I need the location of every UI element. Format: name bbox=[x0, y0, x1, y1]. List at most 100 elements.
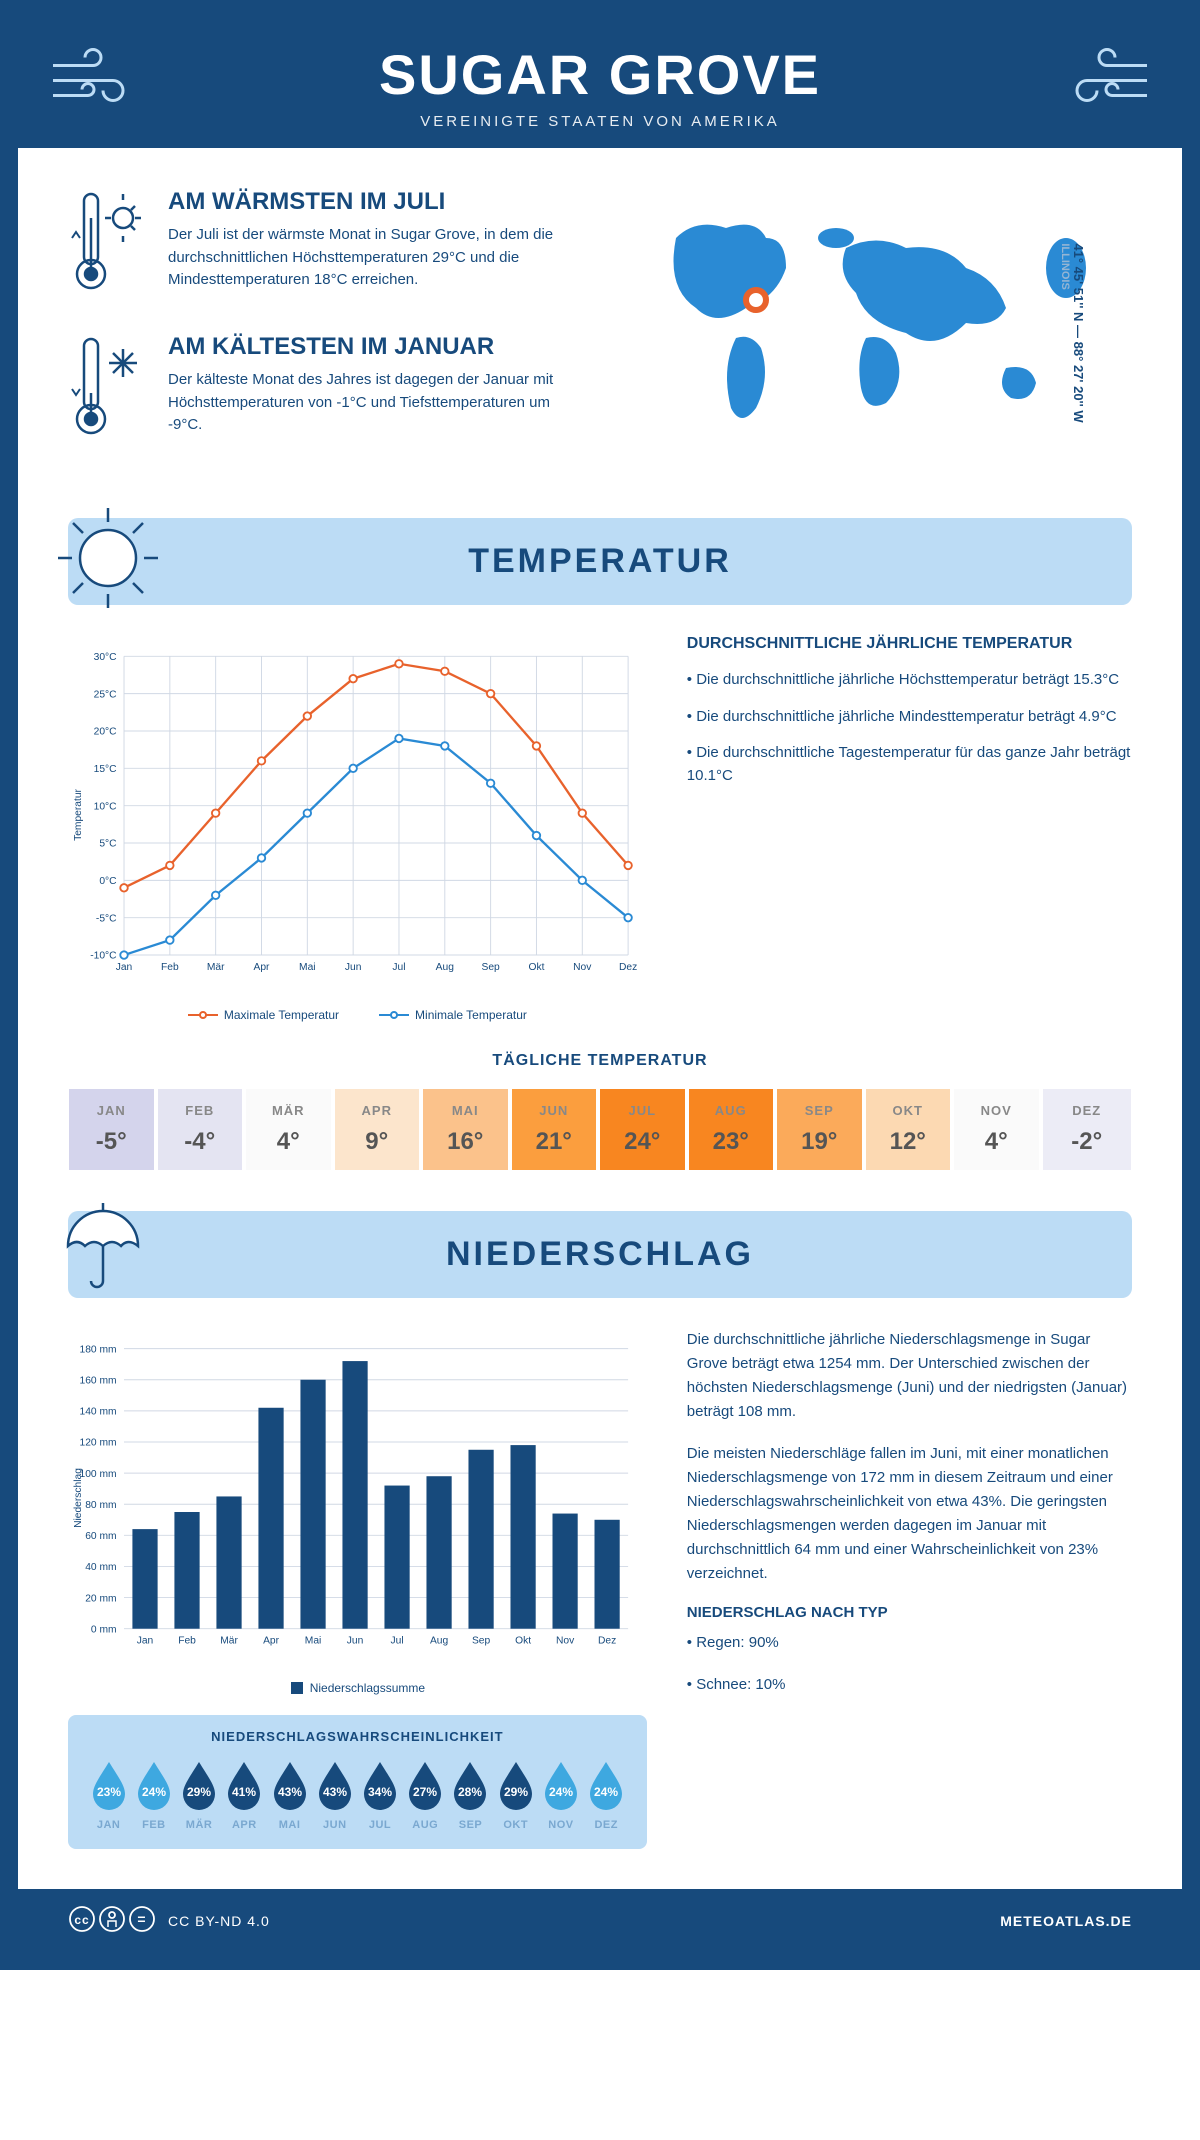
svg-text:-10°C: -10°C bbox=[90, 951, 117, 962]
coldest-block: AM KÄLTESTEN IM JANUAR Der kälteste Mona… bbox=[68, 333, 580, 448]
daily-cell: JUN21° bbox=[512, 1089, 601, 1170]
warmest-block: AM WÄRMSTEN IM JULI Der Juli ist der wär… bbox=[68, 188, 580, 303]
precip-probability-box: NIEDERSCHLAGSWAHRSCHEINLICHKEIT 23%JAN24… bbox=[68, 1715, 647, 1849]
prob-item: 27%AUG bbox=[403, 1758, 448, 1831]
svg-text:40 mm: 40 mm bbox=[85, 1562, 116, 1573]
svg-text:Dez: Dez bbox=[598, 1636, 616, 1647]
svg-text:Apr: Apr bbox=[263, 1636, 280, 1647]
svg-text:28%: 28% bbox=[458, 1785, 482, 1799]
temp-info: DURCHSCHNITTLICHE JÄHRLICHE TEMPERATUR •… bbox=[687, 635, 1132, 1022]
daily-cell: SEP19° bbox=[777, 1089, 866, 1170]
svg-text:27%: 27% bbox=[413, 1785, 437, 1799]
svg-text:60 mm: 60 mm bbox=[85, 1531, 116, 1542]
svg-text:43%: 43% bbox=[323, 1785, 347, 1799]
warmest-title: AM WÄRMSTEN IM JULI bbox=[168, 188, 580, 216]
precip-legend: Niederschlagssumme bbox=[68, 1681, 647, 1695]
daily-cell: MÄR4° bbox=[246, 1089, 335, 1170]
svg-text:Mai: Mai bbox=[299, 962, 316, 973]
svg-text:30°C: 30°C bbox=[94, 652, 118, 663]
precip-type-heading: NIEDERSCHLAG NACH TYP bbox=[687, 1604, 1132, 1621]
svg-text:Niederschlag: Niederschlag bbox=[73, 1468, 84, 1528]
svg-text:Jul: Jul bbox=[391, 1636, 404, 1647]
svg-text:Apr: Apr bbox=[254, 962, 271, 973]
svg-text:Temperatur: Temperatur bbox=[73, 788, 84, 840]
svg-text:Jun: Jun bbox=[347, 1636, 364, 1647]
svg-text:34%: 34% bbox=[368, 1785, 392, 1799]
prob-item: 41%APR bbox=[222, 1758, 267, 1831]
svg-text:Jan: Jan bbox=[116, 962, 133, 973]
svg-text:Sep: Sep bbox=[482, 962, 501, 973]
warmest-text: Der Juli ist der wärmste Monat in Sugar … bbox=[168, 224, 580, 292]
prob-item: 23%JAN bbox=[86, 1758, 131, 1831]
temp-info-heading: DURCHSCHNITTLICHE JÄHRLICHE TEMPERATUR bbox=[687, 635, 1132, 653]
svg-text:80 mm: 80 mm bbox=[85, 1500, 116, 1511]
svg-text:Aug: Aug bbox=[430, 1636, 449, 1647]
svg-text:25°C: 25°C bbox=[94, 689, 118, 700]
precip-heading: NIEDERSCHLAG bbox=[68, 1235, 1132, 1274]
temperature-line-chart: -10°C-5°C0°C5°C10°C15°C20°C25°C30°CJanFe… bbox=[68, 635, 647, 1022]
svg-text:Mai: Mai bbox=[305, 1636, 322, 1647]
thermometer-hot-icon bbox=[68, 188, 148, 303]
prob-item: 24%NOV bbox=[538, 1758, 583, 1831]
prob-title: NIEDERSCHLAGSWAHRSCHEINLICHKEIT bbox=[86, 1729, 629, 1744]
svg-text:Sep: Sep bbox=[472, 1636, 491, 1647]
daily-cell: AUG23° bbox=[689, 1089, 778, 1170]
svg-text:Jul: Jul bbox=[392, 962, 405, 973]
svg-text:Okt: Okt bbox=[515, 1636, 531, 1647]
svg-text:Feb: Feb bbox=[161, 962, 179, 973]
daily-temp-grid: JAN-5°FEB-4°MÄR4°APR9°MAI16°JUN21°JUL24°… bbox=[68, 1088, 1132, 1171]
svg-text:24%: 24% bbox=[594, 1785, 618, 1799]
svg-text:29%: 29% bbox=[187, 1785, 211, 1799]
prob-item: 43%MAI bbox=[267, 1758, 312, 1831]
prob-item: 24%DEZ bbox=[584, 1758, 629, 1831]
svg-text:Nov: Nov bbox=[556, 1636, 575, 1647]
svg-text:24%: 24% bbox=[142, 1785, 166, 1799]
svg-text:Okt: Okt bbox=[528, 962, 544, 973]
footer: cc= CC BY-ND 4.0 METEOATLAS.DE bbox=[18, 1889, 1182, 1952]
svg-text:15°C: 15°C bbox=[94, 764, 118, 775]
umbrella-icon bbox=[48, 1191, 158, 1306]
svg-text:Aug: Aug bbox=[436, 962, 455, 973]
daily-cell: FEB-4° bbox=[158, 1089, 247, 1170]
page-subtitle: VEREINIGTE STAATEN VON AMERIKA bbox=[18, 113, 1182, 130]
svg-text:Dez: Dez bbox=[619, 962, 637, 973]
coldest-text: Der kälteste Monat des Jahres ist dagege… bbox=[168, 369, 580, 437]
svg-text:23%: 23% bbox=[97, 1785, 121, 1799]
svg-text:41%: 41% bbox=[232, 1785, 256, 1799]
coordinates: 41° 45' 51'' N — 88° 27' 20'' W ILLINOIS bbox=[1059, 243, 1086, 422]
svg-text:180 mm: 180 mm bbox=[80, 1344, 117, 1355]
svg-text:100 mm: 100 mm bbox=[80, 1469, 117, 1480]
precipitation-bar-chart: 0 mm20 mm40 mm60 mm80 mm100 mm120 mm140 … bbox=[68, 1328, 647, 1695]
svg-text:Nov: Nov bbox=[573, 962, 592, 973]
daily-cell: MAI16° bbox=[423, 1089, 512, 1170]
temp-section-header: TEMPERATUR bbox=[68, 518, 1132, 605]
daily-temp-title: TÄGLICHE TEMPERATUR bbox=[68, 1052, 1132, 1070]
svg-text:10°C: 10°C bbox=[94, 801, 118, 812]
svg-text:29%: 29% bbox=[504, 1785, 528, 1799]
license-text: CC BY-ND 4.0 bbox=[168, 1913, 270, 1929]
prob-item: 43%JUN bbox=[312, 1758, 357, 1831]
prob-item: 24%FEB bbox=[131, 1758, 176, 1831]
svg-text:43%: 43% bbox=[278, 1785, 302, 1799]
precip-text: Die durchschnittliche jährliche Niedersc… bbox=[687, 1328, 1132, 1849]
infographic-container: SUGAR GROVE VEREINIGTE STAATEN VON AMERI… bbox=[0, 0, 1200, 1970]
cc-icon: cc= bbox=[68, 1905, 158, 1936]
svg-text:5°C: 5°C bbox=[99, 839, 117, 850]
svg-text:20 mm: 20 mm bbox=[85, 1593, 116, 1604]
prob-item: 29%MÄR bbox=[176, 1758, 221, 1831]
daily-cell: NOV4° bbox=[954, 1089, 1043, 1170]
svg-text:Feb: Feb bbox=[178, 1636, 196, 1647]
svg-text:Jun: Jun bbox=[345, 962, 362, 973]
svg-text:=: = bbox=[137, 1911, 146, 1927]
daily-cell: JUL24° bbox=[600, 1089, 689, 1170]
sun-icon bbox=[48, 498, 168, 623]
svg-text:160 mm: 160 mm bbox=[80, 1375, 117, 1386]
svg-text:0 mm: 0 mm bbox=[91, 1624, 117, 1635]
prob-item: 29%OKT bbox=[493, 1758, 538, 1831]
svg-text:20°C: 20°C bbox=[94, 727, 118, 738]
intro-section: AM WÄRMSTEN IM JULI Der Juli ist der wär… bbox=[68, 188, 1132, 478]
brand: METEOATLAS.DE bbox=[1000, 1913, 1132, 1929]
svg-text:-5°C: -5°C bbox=[96, 913, 117, 924]
svg-text:Mär: Mär bbox=[220, 1636, 238, 1647]
temp-heading: TEMPERATUR bbox=[68, 542, 1132, 581]
